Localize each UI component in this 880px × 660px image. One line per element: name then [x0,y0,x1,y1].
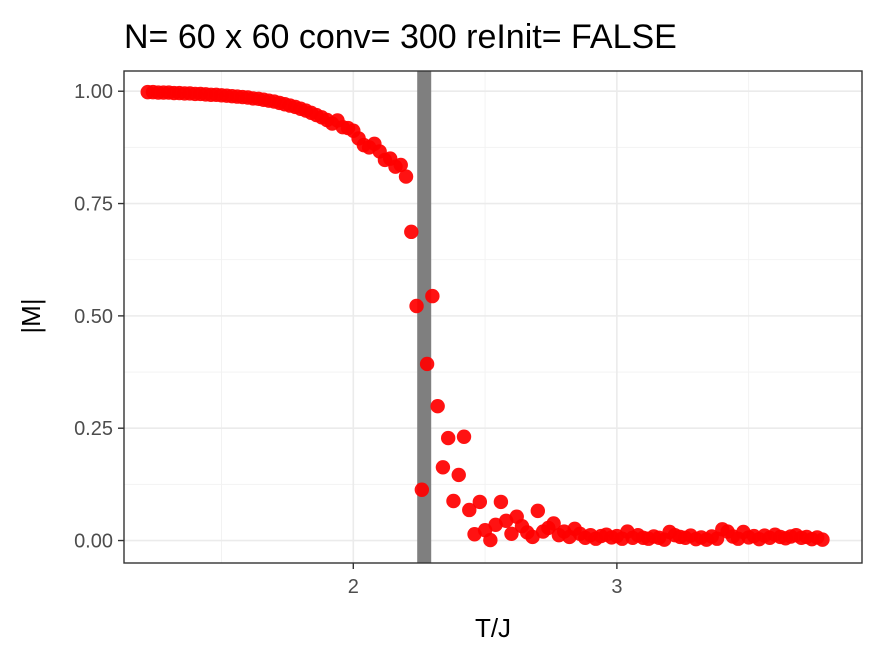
data-point [472,494,488,510]
data-point [546,516,561,531]
data-point [483,532,498,548]
data-point [451,467,466,483]
x-tick-label: 2 [348,576,359,598]
data-point [446,493,461,509]
plot-area [123,70,863,564]
data-point [409,298,424,314]
data-point [398,169,414,184]
y-tick-label: 0.50 [74,306,113,328]
data-point [404,224,419,240]
chart-title: N= 60 x 60 conv= 300 reInit= FALSE [124,18,677,56]
data-point [414,482,430,497]
y-tick-label: 0.25 [74,418,113,440]
data-point [456,429,472,444]
data-point [462,502,477,518]
y-axis-title: |M| [16,298,46,333]
x-axis-title: T/J [475,613,511,643]
panel-border [123,70,863,564]
y-tick-label: 1.00 [74,81,113,103]
data-point [419,356,435,372]
data-point [493,494,509,510]
data-point [440,430,456,446]
panel-background [124,71,862,563]
critical-temperature-line [417,71,432,563]
y-tick-label: 0.75 [74,194,113,216]
data-point [504,526,519,541]
data-point [815,532,830,547]
data-points [140,84,830,548]
y-axis: 0.00 0.25 0.50 0.75 1.00 [74,81,124,553]
x-tick-label: 3 [611,576,622,598]
y-tick-label: 0.00 [74,531,113,553]
data-point [393,157,408,173]
data-point [530,503,546,519]
data-point [435,460,451,475]
data-point [425,288,440,304]
data-point [430,398,445,414]
